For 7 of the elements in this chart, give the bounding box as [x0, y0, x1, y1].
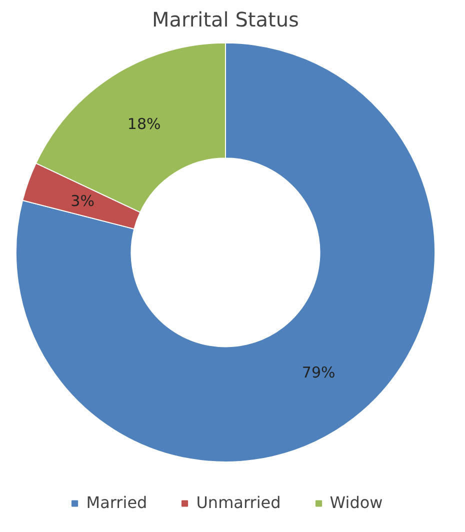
legend-label: Married — [86, 493, 148, 512]
data-label: 18% — [127, 115, 161, 134]
chart-title: Marrital Status — [152, 8, 299, 32]
legend-label: Unmarried — [196, 493, 281, 512]
data-label: 79% — [302, 364, 336, 382]
data-label: 3% — [70, 192, 94, 210]
legend-label: Widow — [330, 493, 383, 512]
